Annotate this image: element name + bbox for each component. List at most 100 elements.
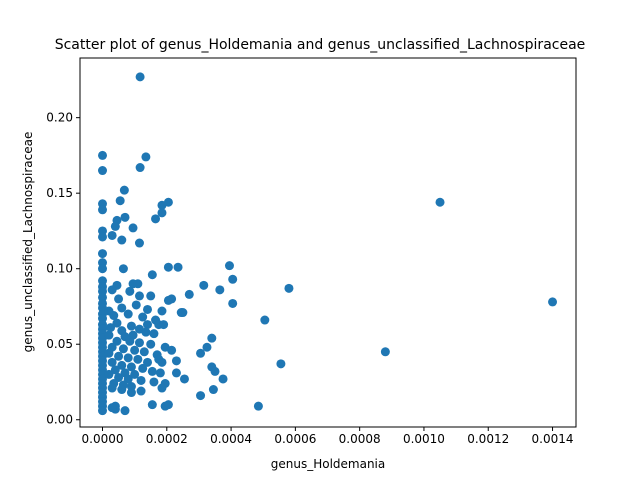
x-tick-label: 0.0012 <box>467 432 509 446</box>
data-point <box>135 291 144 300</box>
data-point <box>98 232 107 241</box>
data-point <box>136 72 145 81</box>
data-point <box>180 374 189 383</box>
data-point <box>106 323 115 332</box>
data-point <box>121 406 130 415</box>
x-tick-label: 0.0004 <box>210 432 252 446</box>
y-tick-label: 0.05 <box>46 337 73 351</box>
data-point <box>219 374 228 383</box>
data-point <box>254 402 263 411</box>
data-point <box>146 340 155 349</box>
data-point <box>132 300 141 309</box>
data-point <box>260 316 269 325</box>
data-point <box>130 346 139 355</box>
data-point <box>381 347 390 356</box>
x-tick-label: 0.0014 <box>532 432 574 446</box>
data-point <box>98 249 107 258</box>
data-point <box>140 347 149 356</box>
data-point <box>135 338 144 347</box>
data-point <box>164 263 173 272</box>
data-point <box>228 275 237 284</box>
data-point <box>117 385 126 394</box>
data-point <box>178 308 187 317</box>
data-point <box>276 359 285 368</box>
data-point <box>141 152 150 161</box>
data-point <box>159 320 168 329</box>
data-point <box>133 279 142 288</box>
data-point <box>98 406 107 415</box>
data-point <box>108 231 117 240</box>
data-point <box>174 263 183 272</box>
data-point <box>207 334 216 343</box>
data-point <box>127 322 136 331</box>
data-point <box>211 367 220 376</box>
data-point <box>548 297 557 306</box>
data-point <box>196 349 205 358</box>
data-point <box>164 296 173 305</box>
data-point <box>136 163 145 172</box>
data-point <box>137 387 146 396</box>
data-point <box>108 384 117 393</box>
data-point <box>135 239 144 248</box>
data-point <box>111 222 120 231</box>
data-point <box>129 223 138 232</box>
data-point <box>228 299 237 308</box>
data-point <box>172 356 181 365</box>
data-point <box>108 403 117 412</box>
x-tick-label: 0.0010 <box>403 432 445 446</box>
data-point <box>137 376 146 385</box>
chart-title: Scatter plot of genus_Holdemania and gen… <box>55 37 586 53</box>
data-point <box>149 377 158 386</box>
data-point <box>104 370 113 379</box>
data-point <box>151 214 160 223</box>
x-tick-label: 0.0002 <box>146 432 188 446</box>
data-point <box>143 305 152 314</box>
data-point <box>133 355 142 364</box>
x-tick-label: 0.0000 <box>82 432 124 446</box>
data-point <box>143 320 152 329</box>
data-point <box>172 368 181 377</box>
data-point <box>146 291 155 300</box>
y-tick-label: 0.10 <box>46 262 73 276</box>
data-point <box>121 213 130 222</box>
data-point <box>167 346 176 355</box>
data-point <box>156 368 165 377</box>
data-point <box>120 186 129 195</box>
data-point <box>98 151 107 160</box>
data-point <box>215 285 224 294</box>
x-tick-label: 0.0008 <box>339 432 381 446</box>
data-point <box>117 236 126 245</box>
data-point <box>157 306 166 315</box>
data-point <box>138 364 147 373</box>
data-point <box>124 310 133 319</box>
x-axis-label: genus_Holdemania <box>271 457 386 471</box>
data-point <box>199 281 208 290</box>
data-point <box>209 385 218 394</box>
data-point <box>104 349 113 358</box>
data-point <box>114 294 123 303</box>
data-point <box>196 391 205 400</box>
data-point <box>148 367 157 376</box>
data-point <box>125 337 134 346</box>
data-point <box>436 198 445 207</box>
data-point <box>127 388 136 397</box>
x-tick-label: 0.0006 <box>274 432 316 446</box>
y-tick-label: 0.20 <box>46 111 73 125</box>
data-point <box>148 400 157 409</box>
data-point <box>104 331 113 340</box>
data-point <box>284 284 293 293</box>
y-axis-label: genus_unclassified_Lachnospiraceae <box>21 132 35 353</box>
y-tick-label: 0.15 <box>46 186 73 200</box>
data-point <box>185 290 194 299</box>
data-point <box>98 205 107 214</box>
data-point <box>157 384 166 393</box>
data-point <box>157 358 166 367</box>
data-point <box>138 313 147 322</box>
data-point <box>141 328 150 337</box>
data-point <box>116 196 125 205</box>
data-point <box>119 264 128 273</box>
data-point <box>119 344 128 353</box>
data-point <box>164 400 173 409</box>
data-point <box>148 270 157 279</box>
